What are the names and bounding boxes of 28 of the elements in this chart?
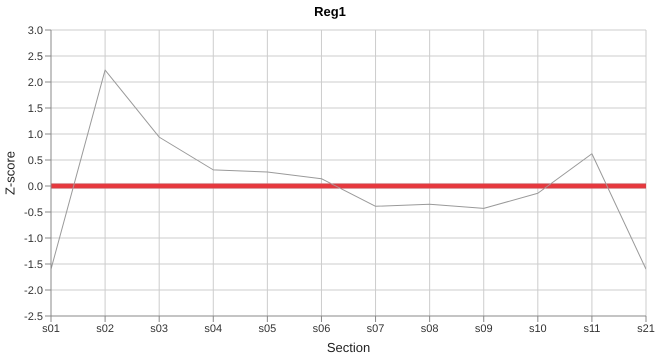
x-tick-label: s03 [150,322,168,335]
x-tick-label: s06 [312,322,330,335]
x-tick-label: s09 [474,322,493,335]
x-tick-label: s07 [366,322,384,335]
y-tick-label: -1.0 [24,232,43,245]
y-tick-label: -1.5 [24,258,43,271]
y-tick-label: 0.5 [28,154,43,167]
y-tick-label: -2.5 [24,310,43,323]
y-axis-title: Z-score [2,150,18,196]
y-tick-label: 1.0 [28,128,43,141]
y-tick-label: 2.5 [28,50,43,63]
y-tick-label: 1.5 [28,102,43,115]
y-tick-label: 3.0 [28,24,43,37]
x-tick-label: s11 [583,322,600,335]
x-tick-label: s08 [420,322,439,335]
x-tick-label: s05 [258,322,276,335]
y-tick-label: 2.0 [28,76,43,89]
y-tick-label: -2.0 [24,284,43,297]
x-tick-label: s04 [204,322,222,335]
x-tick-label: s02 [96,322,114,335]
x-tick-label: s01 [42,322,60,335]
y-tick-label: 0.0 [28,180,43,193]
line-series [51,70,646,270]
chart-title: Reg1 [313,4,347,21]
x-tick-label: s21 [637,322,655,335]
x-tick-label: s10 [528,322,547,335]
x-axis-title: Section [326,340,370,355]
y-tick-label: -0.5 [24,206,43,219]
